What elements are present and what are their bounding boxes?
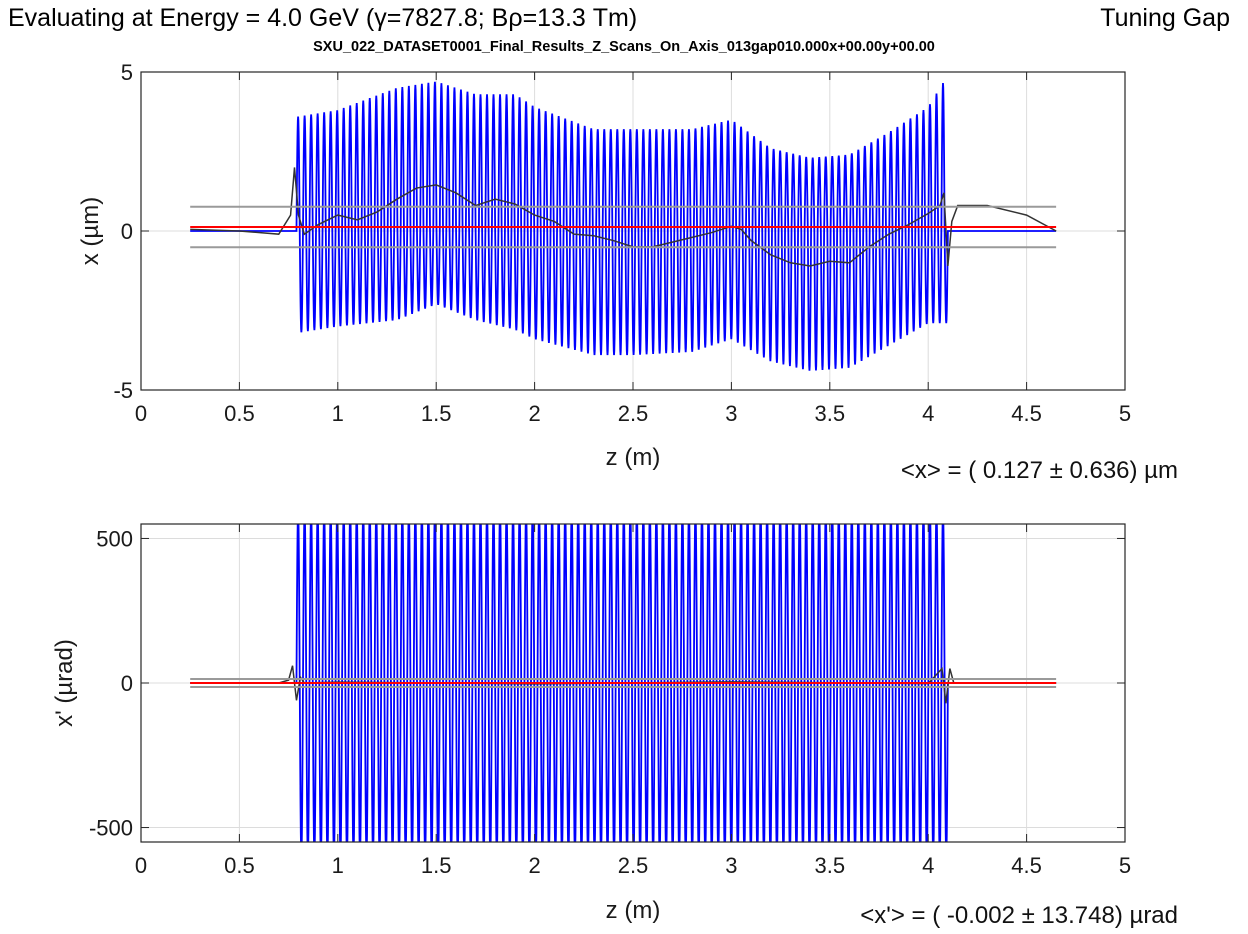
x-tick-label: 0 (135, 401, 147, 426)
y-tick-label: 0 (121, 219, 133, 244)
title-energy: 4.0 GeV (267, 4, 359, 32)
x-tick-label: 3.5 (815, 401, 846, 426)
x-tick-label: 2 (528, 401, 540, 426)
y-axis-label: x' (µrad) (51, 639, 78, 727)
x-tick-label: 2.5 (618, 401, 649, 426)
x-tick-label: 5 (1119, 401, 1131, 426)
x-tick-label: 3.5 (815, 853, 846, 878)
x-tick-label: 2 (528, 853, 540, 878)
x-tick-label: 4.5 (1011, 853, 1042, 878)
oscillation-series (190, 81, 1057, 371)
mode-label: Tuning Gap (1100, 4, 1230, 32)
y-tick-label: 0 (121, 671, 133, 696)
y-tick-label: -5 (113, 378, 133, 403)
x-tick-label: 1.5 (421, 853, 452, 878)
x-tick-label: 0.5 (224, 401, 255, 426)
y-tick-label: 500 (96, 526, 133, 551)
x-tick-label: 0.5 (224, 853, 255, 878)
x-tick-label: 3 (725, 853, 737, 878)
y-tick-label: -500 (89, 816, 133, 841)
x-tick-label: 3 (725, 401, 737, 426)
figure-title: Evaluating at Energy = 4.0 GeV (γ=7827.8… (8, 4, 637, 33)
dataset-subtitle: SXU_022_DATASET0001_Final_Results_Z_Scan… (313, 39, 935, 55)
x-tick-label: 1 (332, 853, 344, 878)
x-tick-label: 5 (1119, 853, 1131, 878)
x-tick-label: 4 (922, 401, 934, 426)
x-tick-label: 4 (922, 853, 934, 878)
x-tick-label: 2.5 (618, 853, 649, 878)
plot-area (190, 81, 1057, 371)
x-tick-label: 1.5 (421, 401, 452, 426)
x-axis-label: z (m) (606, 897, 661, 924)
mean-stat-label: <x> = ( 0.127 ± 0.636) µm (901, 457, 1178, 484)
title-gamma: (γ=7827.8; Bρ=13.3 Tm) (365, 4, 638, 32)
x-axis-label: z (m) (606, 444, 661, 471)
y-axis-label: x (µm) (77, 197, 104, 265)
x-tick-label: 4.5 (1011, 401, 1042, 426)
title-lhs: Evaluating at Energy = (8, 4, 268, 32)
plot-area (190, 524, 1057, 842)
x-tick-label: 0 (135, 853, 147, 878)
mean-stat-label: <x'> = ( -0.002 ± 13.748) µrad (860, 902, 1178, 929)
x-tick-label: 1 (332, 401, 344, 426)
y-tick-label: 5 (121, 60, 133, 85)
